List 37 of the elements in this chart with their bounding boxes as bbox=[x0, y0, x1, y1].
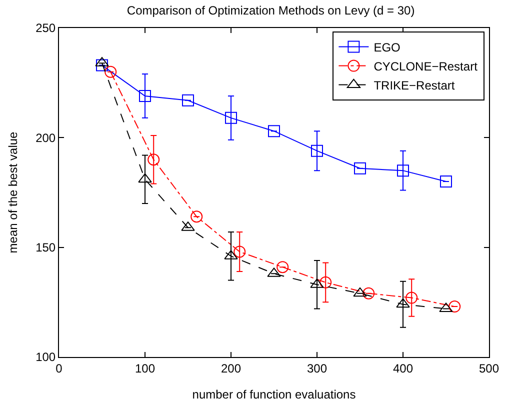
point bbox=[182, 94, 194, 106]
legend-label: TRIKE−Restart bbox=[374, 78, 456, 92]
point bbox=[448, 300, 461, 313]
legend-label: EGO bbox=[374, 40, 400, 54]
point bbox=[353, 287, 367, 297]
legend-label: CYCLONE−Restart bbox=[374, 59, 478, 74]
point bbox=[440, 176, 452, 188]
point bbox=[311, 144, 323, 157]
point bbox=[276, 261, 289, 274]
point bbox=[104, 66, 117, 78]
y-tick-label: 100 bbox=[36, 350, 56, 364]
x-tick-label: 0 bbox=[56, 361, 63, 376]
point bbox=[362, 287, 375, 300]
x-tick-label: 100 bbox=[134, 361, 156, 376]
point bbox=[397, 164, 409, 177]
point bbox=[354, 162, 366, 174]
x-tick-label: 200 bbox=[220, 361, 242, 376]
point bbox=[138, 173, 152, 183]
y-tick-label: 150 bbox=[36, 240, 56, 255]
y-tick-label: 250 bbox=[36, 21, 56, 36]
point bbox=[406, 292, 418, 304]
point bbox=[268, 125, 280, 138]
point bbox=[225, 112, 237, 124]
y-axis-title: mean of the best value bbox=[6, 131, 20, 254]
point bbox=[396, 298, 410, 308]
x-tick-label: 400 bbox=[392, 361, 414, 376]
point bbox=[190, 210, 203, 223]
chart-title: Comparison of Optimization Methods on Levy (d = 30) bbox=[126, 4, 415, 18]
point bbox=[139, 90, 151, 102]
point bbox=[320, 276, 332, 288]
x-tick-label: 500 bbox=[478, 361, 500, 376]
point bbox=[234, 246, 246, 258]
point bbox=[148, 154, 160, 166]
x-axis-title: number of function evaluations bbox=[192, 387, 356, 402]
point bbox=[96, 59, 108, 72]
x-tick-label: 300 bbox=[306, 361, 328, 376]
y-tick-label: 200 bbox=[36, 130, 56, 145]
